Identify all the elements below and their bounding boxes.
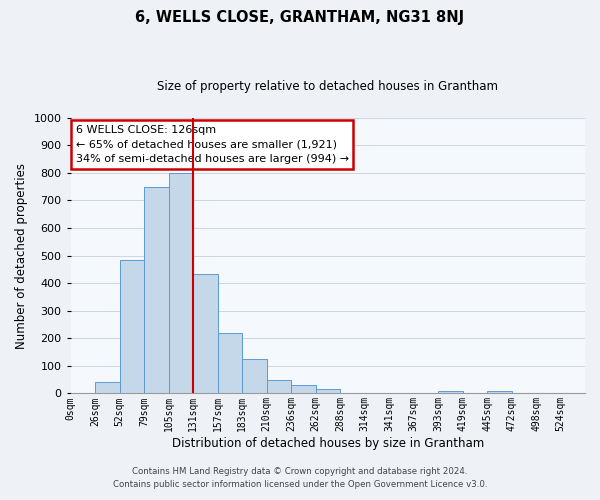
- Title: Size of property relative to detached houses in Grantham: Size of property relative to detached ho…: [157, 80, 498, 93]
- Bar: [266, 380, 291, 394]
- Bar: [95, 382, 119, 394]
- Bar: [438, 391, 463, 394]
- Bar: [144, 186, 169, 394]
- Bar: [169, 173, 193, 394]
- Bar: [218, 333, 242, 394]
- Bar: [193, 274, 218, 394]
- Bar: [242, 359, 266, 394]
- Bar: [119, 260, 144, 394]
- Bar: [487, 391, 512, 394]
- X-axis label: Distribution of detached houses by size in Grantham: Distribution of detached houses by size …: [172, 437, 484, 450]
- Y-axis label: Number of detached properties: Number of detached properties: [15, 162, 28, 348]
- Bar: [316, 390, 340, 394]
- Text: 6, WELLS CLOSE, GRANTHAM, NG31 8NJ: 6, WELLS CLOSE, GRANTHAM, NG31 8NJ: [136, 10, 464, 25]
- Bar: [291, 385, 316, 394]
- Text: 6 WELLS CLOSE: 126sqm
← 65% of detached houses are smaller (1,921)
34% of semi-d: 6 WELLS CLOSE: 126sqm ← 65% of detached …: [76, 124, 349, 164]
- Text: Contains HM Land Registry data © Crown copyright and database right 2024.
Contai: Contains HM Land Registry data © Crown c…: [113, 468, 487, 489]
